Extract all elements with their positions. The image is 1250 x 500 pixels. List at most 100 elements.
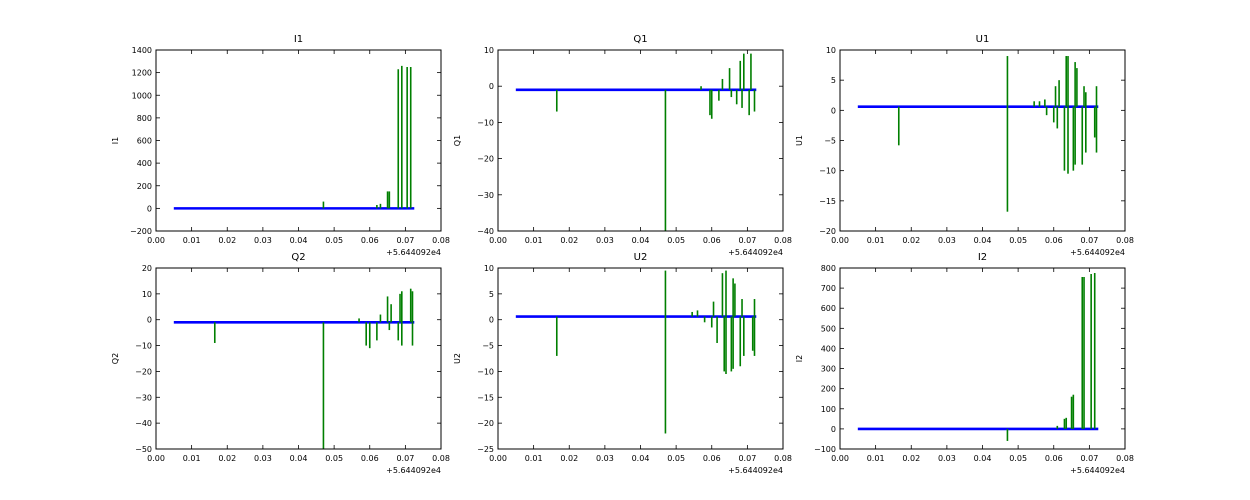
y-tick-label: −100 bbox=[814, 445, 836, 454]
y-tick-label: 20 bbox=[142, 264, 152, 273]
x-tick-label: 0.07 bbox=[1080, 454, 1098, 463]
y-axis-label: I2 bbox=[795, 355, 804, 362]
x-offset-label: +5.644092e4 bbox=[386, 248, 441, 257]
x-tick-label: 0.06 bbox=[703, 236, 721, 245]
x-tick-label: 0.03 bbox=[938, 236, 956, 245]
y-tick-label: 300 bbox=[821, 365, 836, 374]
x-tick-label: 0.06 bbox=[1045, 454, 1063, 463]
x-offset-label: +5.644092e4 bbox=[1070, 466, 1125, 475]
plot-area bbox=[515, 270, 757, 434]
y-tick-label: −25 bbox=[477, 445, 494, 454]
x-tick-label: 0.03 bbox=[254, 454, 272, 463]
y-tick-label: −5 bbox=[824, 137, 836, 146]
x-tick-label: 0.00 bbox=[489, 454, 507, 463]
axes-frame bbox=[155, 267, 442, 450]
x-tick-label: 0.08 bbox=[1116, 236, 1134, 245]
subplot-title: Q1 bbox=[633, 34, 647, 45]
y-axis-label: Q1 bbox=[453, 135, 462, 146]
subplot-title: U1 bbox=[976, 34, 990, 45]
y-tick-label: −30 bbox=[135, 393, 152, 402]
x-tick-label: 0.05 bbox=[1009, 236, 1027, 245]
y-tick-label: −10 bbox=[819, 167, 836, 176]
y-tick-label: −15 bbox=[477, 393, 494, 402]
y-tick-label: −20 bbox=[477, 419, 494, 428]
y-tick-label: 800 bbox=[137, 114, 152, 123]
x-tick-label: 0.08 bbox=[774, 236, 792, 245]
y-tick-label: 800 bbox=[821, 264, 836, 273]
x-tick-label: 0.02 bbox=[218, 236, 236, 245]
x-tick-label: 0.04 bbox=[632, 454, 650, 463]
y-tick-label: −30 bbox=[477, 191, 494, 200]
x-tick-label: 0.01 bbox=[525, 454, 543, 463]
plot-area bbox=[857, 273, 1099, 441]
x-tick-label: 0.02 bbox=[902, 236, 920, 245]
y-tick-label: −20 bbox=[819, 227, 836, 236]
y-tick-label: 100 bbox=[821, 405, 836, 414]
y-tick-label: 600 bbox=[821, 304, 836, 313]
x-tick-label: 0.04 bbox=[632, 236, 650, 245]
x-tick-label: 0.05 bbox=[667, 454, 685, 463]
y-tick-label: 0 bbox=[831, 106, 836, 115]
x-offset-label: +5.644092e4 bbox=[728, 248, 783, 257]
y-tick-label: −10 bbox=[477, 367, 494, 376]
y-tick-label: 10 bbox=[142, 290, 152, 299]
x-tick-label: 0.08 bbox=[1116, 454, 1134, 463]
x-tick-label: 0.00 bbox=[147, 454, 165, 463]
y-tick-label: 5 bbox=[489, 290, 494, 299]
y-tick-label: 700 bbox=[821, 284, 836, 293]
y-tick-label: 200 bbox=[821, 385, 836, 394]
y-tick-label: 600 bbox=[137, 137, 152, 146]
y-tick-label: −5 bbox=[482, 342, 494, 351]
x-tick-label: 0.02 bbox=[560, 454, 578, 463]
y-tick-label: −40 bbox=[135, 419, 152, 428]
y-tick-label: 0 bbox=[831, 425, 836, 434]
y-tick-label: 1000 bbox=[132, 91, 152, 100]
plot-area bbox=[857, 56, 1099, 212]
y-tick-label: 10 bbox=[484, 46, 494, 55]
x-tick-label: 0.07 bbox=[396, 236, 414, 245]
x-tick-label: 0.06 bbox=[361, 454, 379, 463]
subplot-title: I2 bbox=[978, 252, 987, 263]
x-tick-label: 0.02 bbox=[560, 236, 578, 245]
x-tick-label: 0.02 bbox=[218, 454, 236, 463]
x-tick-label: 0.01 bbox=[525, 236, 543, 245]
subplot-Q1: 0.00 0.01 0.02 0.03 0.04 0.05 0.06 0.07 0.08 −40 −… bbox=[453, 34, 792, 257]
y-tick-label: 400 bbox=[821, 344, 836, 353]
x-tick-label: 0.01 bbox=[183, 454, 201, 463]
y-tick-label: −200 bbox=[130, 227, 152, 236]
y-tick-label: 400 bbox=[137, 159, 152, 168]
x-tick-label: 0.02 bbox=[902, 454, 920, 463]
x-tick-label: 0.01 bbox=[867, 454, 885, 463]
x-tick-label: 0.05 bbox=[325, 236, 343, 245]
subplot-title: Q2 bbox=[291, 252, 305, 263]
x-offset-label: +5.644092e4 bbox=[386, 466, 441, 475]
y-tick-label: −20 bbox=[135, 367, 152, 376]
x-tick-label: 0.05 bbox=[325, 454, 343, 463]
x-tick-label: 0.03 bbox=[254, 236, 272, 245]
x-tick-label: 0.07 bbox=[396, 454, 414, 463]
subplot-title: I1 bbox=[294, 34, 303, 45]
subplot-U1: 0.00 0.01 0.02 0.03 0.04 0.05 0.06 0.07 0.08 −20 −… bbox=[795, 34, 1134, 257]
x-tick-label: 0.01 bbox=[867, 236, 885, 245]
y-tick-label: 500 bbox=[821, 324, 836, 333]
x-tick-label: 0.07 bbox=[1080, 236, 1098, 245]
x-tick-label: 0.00 bbox=[147, 236, 165, 245]
x-tick-label: 0.04 bbox=[974, 236, 992, 245]
x-tick-label: 0.07 bbox=[738, 454, 756, 463]
x-tick-label: 0.04 bbox=[290, 454, 308, 463]
y-axis-label: U1 bbox=[795, 135, 804, 146]
y-tick-label: 5 bbox=[831, 76, 836, 85]
x-tick-label: 0.04 bbox=[974, 454, 992, 463]
y-tick-label: −15 bbox=[819, 197, 836, 206]
y-tick-label: 10 bbox=[826, 46, 836, 55]
x-tick-label: 0.06 bbox=[703, 454, 721, 463]
y-axis-label: U2 bbox=[453, 353, 462, 364]
y-tick-label: −40 bbox=[477, 227, 494, 236]
y-tick-label: 0 bbox=[489, 316, 494, 325]
y-tick-label: 200 bbox=[137, 182, 152, 191]
y-tick-label: −50 bbox=[135, 445, 152, 454]
x-tick-label: 0.07 bbox=[738, 236, 756, 245]
y-tick-label: 1400 bbox=[132, 46, 152, 55]
y-axis-label: Q2 bbox=[111, 353, 120, 364]
x-offset-label: +5.644092e4 bbox=[728, 466, 783, 475]
